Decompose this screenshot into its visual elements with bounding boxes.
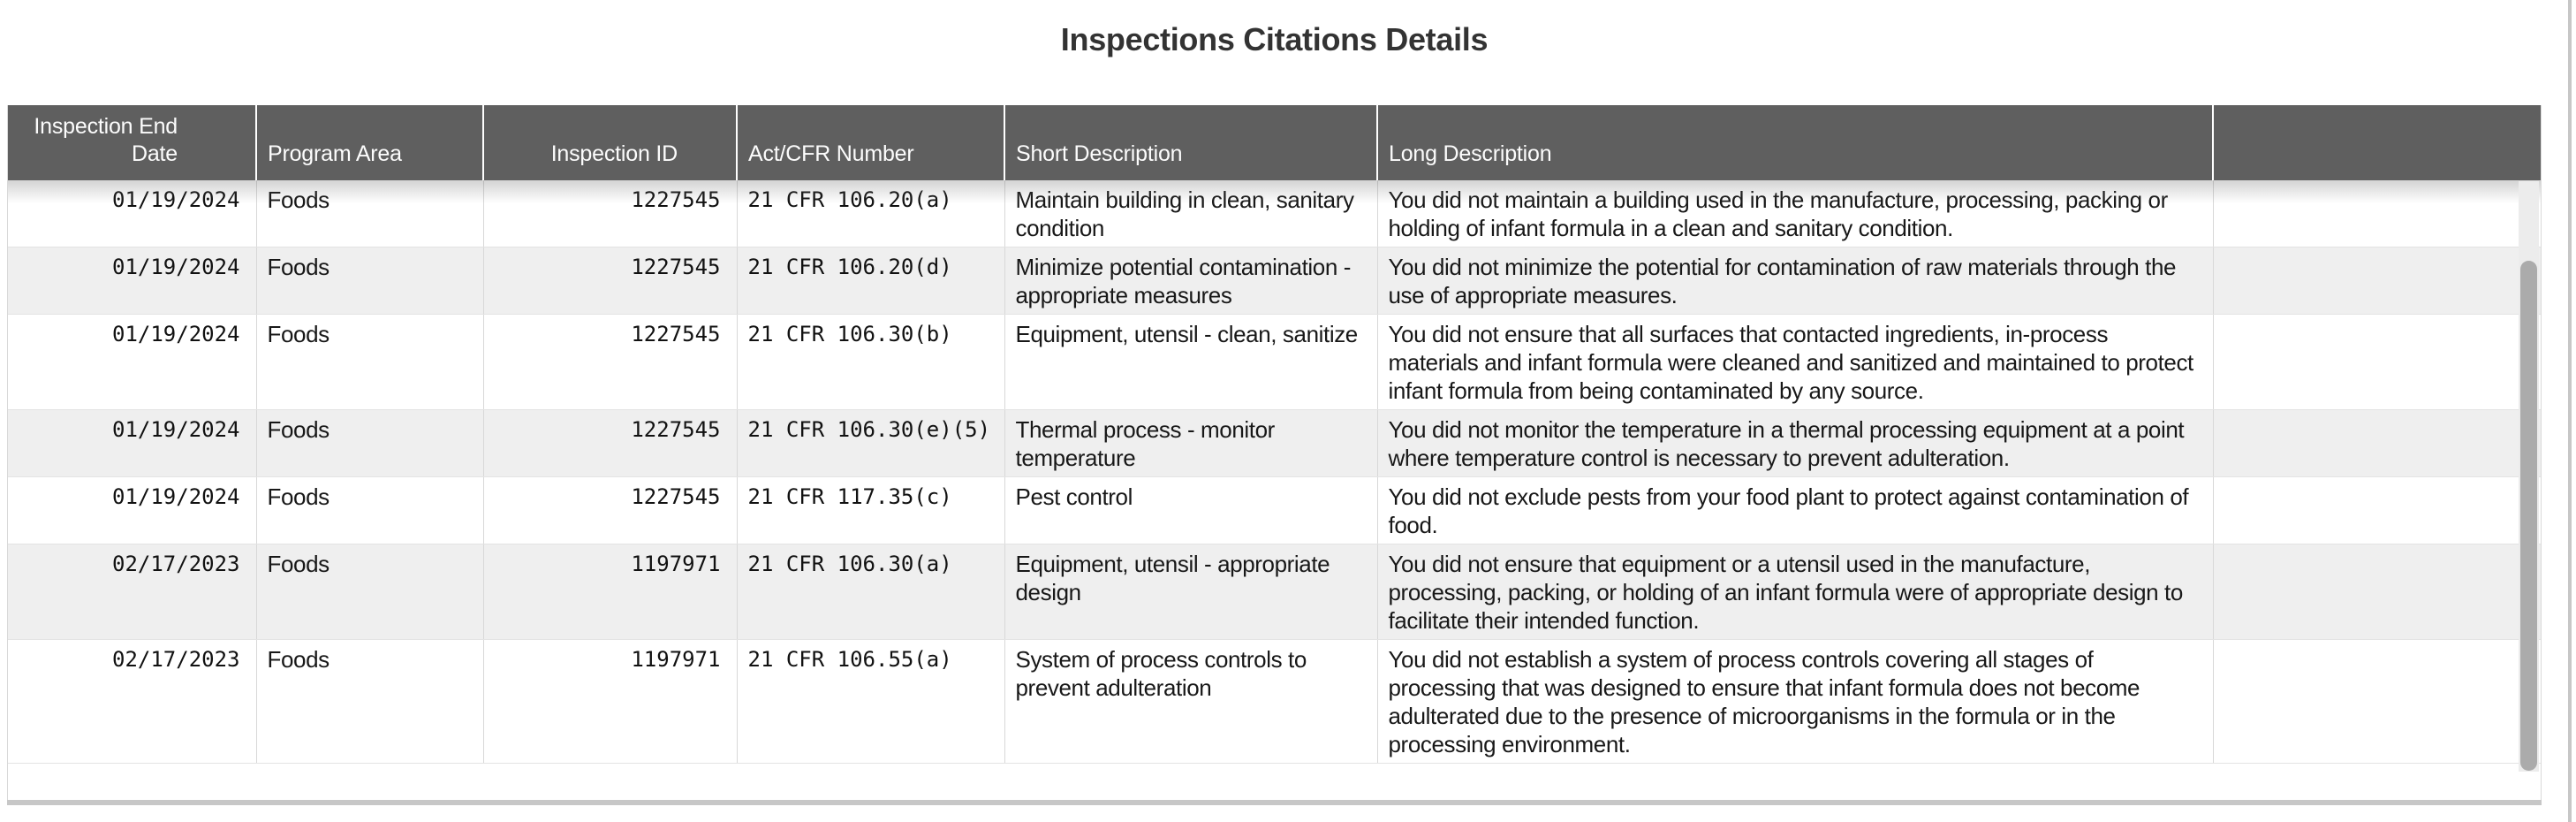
citations-table-container: Inspection End Date Program Area Inspect… — [7, 105, 2542, 800]
column-header-long-description[interactable]: Long Description — [1377, 105, 2214, 180]
cell-long-description[interactable]: You did not maintain a building used in … — [1377, 180, 2214, 247]
table-row[interactable]: 01/19/2024 Foods 1227545 21 CFR 106.20(a… — [8, 180, 2541, 247]
column-header-program-area[interactable]: Program Area — [256, 105, 484, 180]
cell-end-date[interactable]: 01/19/2024 — [8, 180, 257, 247]
cell-inspection-id[interactable]: 1197971 — [483, 639, 738, 764]
cell-program-area[interactable]: Foods — [256, 314, 484, 410]
cell-long-description[interactable]: You did not exclude pests from your food… — [1377, 476, 2214, 544]
cell-end-date[interactable]: 02/17/2023 — [8, 639, 257, 764]
table-header-row: Inspection End Date Program Area Inspect… — [8, 105, 2541, 180]
vertical-scrollbar-thumb[interactable] — [2520, 261, 2537, 771]
cell-cfr-number[interactable]: 21 CFR 106.55(a) — [737, 639, 1005, 764]
table-row[interactable]: 01/19/2024 Foods 1227545 21 CFR 106.30(b… — [8, 314, 2541, 410]
cell-cfr-number[interactable]: 21 CFR 106.20(d) — [737, 247, 1005, 315]
cell-cfr-number[interactable]: 21 CFR 106.20(a) — [737, 180, 1005, 247]
cell-inspection-id[interactable]: 1227545 — [483, 247, 738, 315]
column-header-inspection-end-date[interactable]: Inspection End Date — [8, 105, 257, 180]
cell-end-date[interactable]: 01/19/2024 — [8, 476, 257, 544]
cell-blank — [2213, 314, 2541, 410]
table-row[interactable]: 01/19/2024 Foods 1227545 21 CFR 117.35(c… — [8, 476, 2541, 544]
table-row[interactable]: 02/17/2023 Foods 1197971 21 CFR 106.55(a… — [8, 639, 2541, 764]
cell-program-area[interactable]: Foods — [256, 409, 484, 477]
cell-inspection-id[interactable]: 1227545 — [483, 314, 738, 410]
horizontal-scrollbar-bar[interactable] — [7, 800, 2542, 805]
cell-short-description[interactable]: Pest control — [1004, 476, 1378, 544]
cell-program-area[interactable]: Foods — [256, 180, 484, 247]
cell-long-description[interactable]: You did not establish a system of proces… — [1377, 639, 2214, 764]
cell-short-description[interactable]: System of process controls to prevent ad… — [1004, 639, 1378, 764]
cell-end-date[interactable]: 01/19/2024 — [8, 314, 257, 410]
column-header-short-description[interactable]: Short Description — [1004, 105, 1378, 180]
table-row[interactable]: 01/19/2024 Foods 1227545 21 CFR 106.30(e… — [8, 409, 2541, 477]
cell-end-date[interactable]: 01/19/2024 — [8, 247, 257, 315]
cell-cfr-number[interactable]: 21 CFR 106.30(e)(5) — [737, 409, 1005, 477]
cell-blank — [2213, 476, 2541, 544]
cell-long-description[interactable]: You did not minimize the potential for c… — [1377, 247, 2214, 315]
column-header-inspection-id[interactable]: Inspection ID — [483, 105, 738, 180]
cell-short-description[interactable]: Equipment, utensil - clean, sanitize — [1004, 314, 1378, 410]
cell-program-area[interactable]: Foods — [256, 476, 484, 544]
cell-blank — [2213, 409, 2541, 477]
cell-end-date[interactable]: 01/19/2024 — [8, 409, 257, 477]
cell-short-description[interactable]: Maintain building in clean, sanitary con… — [1004, 180, 1378, 247]
table-row[interactable]: 01/19/2024 Foods 1227545 21 CFR 106.20(d… — [8, 247, 2541, 315]
cell-cfr-number[interactable]: 21 CFR 106.30(a) — [737, 544, 1005, 640]
cell-blank — [2213, 639, 2541, 764]
cell-long-description[interactable]: You did not ensure that equipment or a u… — [1377, 544, 2214, 640]
cell-inspection-id[interactable]: 1227545 — [483, 180, 738, 247]
cell-short-description[interactable]: Equipment, utensil - appropriate design — [1004, 544, 1378, 640]
cell-blank — [2213, 544, 2541, 640]
cell-cfr-number[interactable]: 21 CFR 106.30(b) — [737, 314, 1005, 410]
cell-program-area[interactable]: Foods — [256, 544, 484, 640]
page-title: Inspections Citations Details — [1060, 21, 1489, 57]
cell-short-description[interactable]: Minimize potential contamination - appro… — [1004, 247, 1378, 315]
cell-long-description[interactable]: You did not monitor the temperature in a… — [1377, 409, 2214, 477]
cell-inspection-id[interactable]: 1227545 — [483, 409, 738, 477]
page-edge-divider — [2568, 0, 2572, 822]
cell-inspection-id[interactable]: 1197971 — [483, 544, 738, 640]
cell-inspection-id[interactable]: 1227545 — [483, 476, 738, 544]
table-row[interactable]: 02/17/2023 Foods 1197971 21 CFR 106.30(a… — [8, 544, 2541, 640]
cell-program-area[interactable]: Foods — [256, 247, 484, 315]
column-header-act-cfr-number[interactable]: Act/CFR Number — [737, 105, 1005, 180]
cell-short-description[interactable]: Thermal process - monitor temperature — [1004, 409, 1378, 477]
vertical-scrollbar-track[interactable] — [2519, 181, 2539, 772]
column-header-blank — [2213, 105, 2541, 180]
citations-table: Inspection End Date Program Area Inspect… — [8, 105, 2541, 764]
cell-end-date[interactable]: 02/17/2023 — [8, 544, 257, 640]
cell-cfr-number[interactable]: 21 CFR 117.35(c) — [737, 476, 1005, 544]
cell-blank — [2213, 247, 2541, 315]
cell-long-description[interactable]: You did not ensure that all surfaces tha… — [1377, 314, 2214, 410]
cell-blank — [2213, 180, 2541, 247]
cell-program-area[interactable]: Foods — [256, 639, 484, 764]
